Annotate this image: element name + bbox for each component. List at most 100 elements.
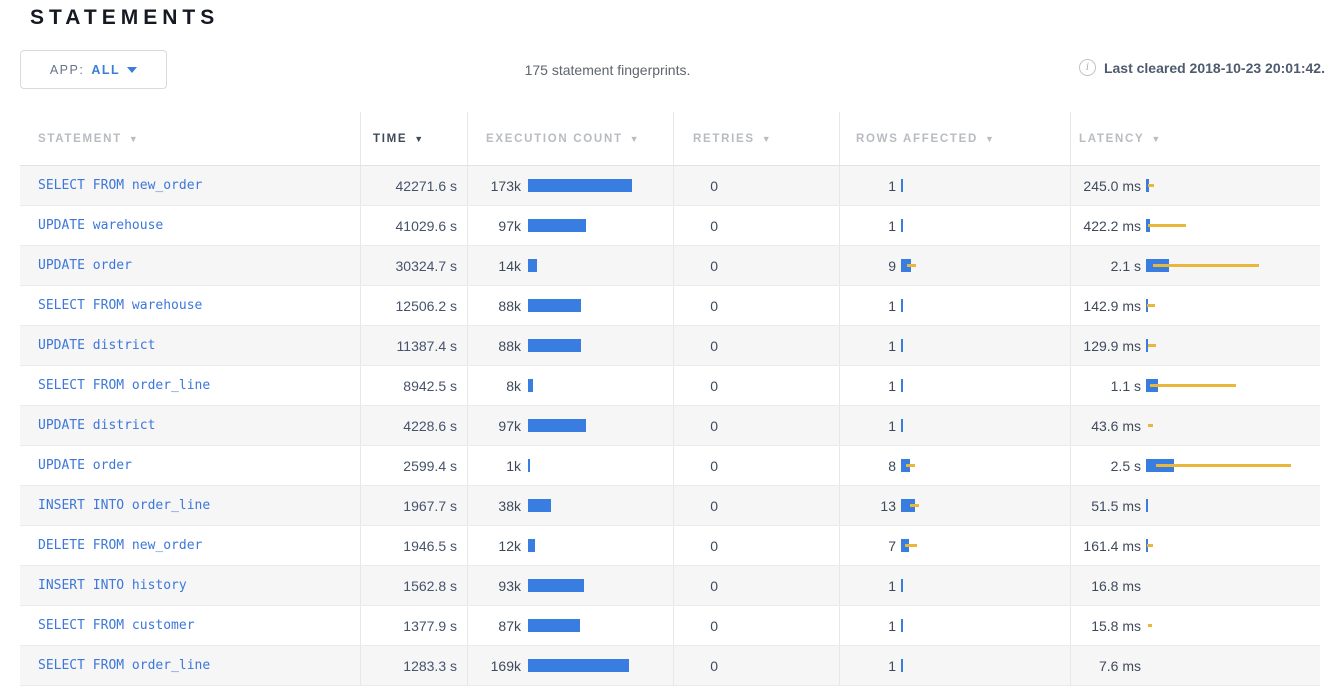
retries-value: 0: [710, 457, 718, 474]
statement-link[interactable]: UPDATE district: [38, 418, 156, 433]
column-header-retries[interactable]: RETRIES ▼: [673, 112, 839, 165]
execution-count-cell: 8k: [467, 366, 673, 405]
statement-link[interactable]: SELECT FROM order_line: [38, 658, 211, 673]
column-header-time[interactable]: TIME ▼: [360, 112, 467, 165]
table-row: SELECT FROM order_line 8942.5 s 8k 0 1: [20, 366, 1320, 406]
execution-count-value: 169k: [490, 657, 521, 674]
statement-link[interactable]: INSERT INTO order_line: [38, 498, 211, 513]
rows-affected-whisker: [907, 264, 916, 267]
execution-count-barwrap: [528, 379, 673, 392]
latency-cell: 2.1 s: [1070, 246, 1320, 285]
statement-link[interactable]: UPDATE district: [38, 338, 156, 353]
rows-affected-whisker: [910, 504, 919, 507]
latency-value: 245.0 ms: [1083, 177, 1141, 194]
latency-value: 7.6 ms: [1098, 657, 1141, 674]
execution-count-cell: 87k: [467, 606, 673, 645]
rows-affected-value: 1: [888, 617, 896, 634]
statement-link[interactable]: UPDATE order: [38, 458, 132, 473]
latency-whisker: [1150, 384, 1236, 387]
latency-cell: 142.9 ms: [1070, 286, 1320, 325]
execution-count-cell: 97k: [467, 206, 673, 245]
statement-link[interactable]: DELETE FROM new_order: [38, 538, 203, 553]
retries-cell: 0: [673, 486, 839, 525]
time-cell: 1377.9 s: [360, 606, 467, 645]
retries-cell: 0: [673, 446, 839, 485]
latency-cell: 245.0 ms: [1070, 166, 1320, 205]
execution-count-cell: 12k: [467, 526, 673, 565]
rows-affected-value: 1: [888, 377, 896, 394]
execution-count-barwrap: [528, 419, 673, 432]
time-value: 1946.5 s: [403, 537, 457, 554]
retries-cell: 0: [673, 366, 839, 405]
statement-cell: SELECT FROM customer: [20, 606, 360, 645]
latency-value: 2.5 s: [1110, 457, 1141, 474]
time-cell: 4228.6 s: [360, 406, 467, 445]
statement-link[interactable]: INSERT INTO history: [38, 578, 187, 593]
time-value: 8942.5 s: [403, 377, 457, 394]
statement-link[interactable]: UPDATE order: [38, 258, 132, 273]
execution-count-bar: [528, 459, 530, 472]
table-row: INSERT INTO order_line 1967.7 s 38k 0 13: [20, 486, 1320, 526]
column-header-rows-affected[interactable]: ROWS AFFECTED ▼: [839, 112, 1070, 165]
rows-affected-bar: [901, 299, 903, 312]
execution-count-cell: 1k: [467, 446, 673, 485]
app-filter-dropdown[interactable]: APP: ALL: [20, 50, 167, 89]
statement-link[interactable]: SELECT FROM warehouse: [38, 298, 203, 313]
rows-affected-bar: [901, 379, 903, 392]
column-header-execution-count[interactable]: EXECUTION COUNT ▼: [467, 112, 673, 165]
column-header-statement[interactable]: STATEMENT ▼: [38, 132, 140, 145]
execution-count-value: 88k: [498, 337, 521, 354]
rows-affected-bar: [901, 459, 910, 472]
latency-barwrap: [1146, 619, 1320, 632]
execution-count-value: 38k: [498, 497, 521, 514]
rows-affected-value: 8: [888, 457, 896, 474]
time-cell: 42271.6 s: [360, 166, 467, 205]
rows-affected-cell: 1: [839, 206, 1070, 245]
time-value: 42271.6 s: [395, 177, 458, 194]
retries-cell: 0: [673, 406, 839, 445]
rows-affected-value: 13: [880, 497, 896, 514]
rows-affected-barwrap: [901, 539, 1070, 552]
latency-value: 43.6 ms: [1091, 417, 1141, 434]
latency-barwrap: [1146, 179, 1320, 192]
rows-affected-bar: [901, 339, 903, 352]
statement-cell: INSERT INTO history: [20, 566, 360, 605]
column-header-latency[interactable]: LATENCY ▼: [1070, 112, 1320, 165]
statement-link[interactable]: SELECT FROM customer: [38, 618, 195, 633]
latency-barwrap: [1146, 299, 1320, 312]
sort-arrow-icon: ▼: [629, 133, 641, 144]
retries-value: 0: [710, 217, 718, 234]
execution-count-value: 173k: [490, 177, 521, 194]
statement-link[interactable]: UPDATE warehouse: [38, 218, 164, 233]
execution-count-barwrap: [528, 619, 673, 632]
latency-value: 51.5 ms: [1091, 497, 1141, 514]
statement-link[interactable]: SELECT FROM new_order: [38, 178, 203, 193]
info-icon[interactable]: i: [1078, 59, 1096, 76]
rows-affected-barwrap: [901, 659, 1070, 672]
rows-affected-barwrap: [901, 459, 1070, 472]
rows-affected-value: 1: [888, 417, 896, 434]
retries-value: 0: [710, 297, 718, 314]
statement-link[interactable]: SELECT FROM order_line: [38, 378, 211, 393]
table-row: UPDATE district 4228.6 s 97k 0 1: [20, 406, 1320, 446]
latency-cell: 15.8 ms: [1070, 606, 1320, 645]
time-value: 1283.3 s: [403, 657, 457, 674]
retries-cell: 0: [673, 246, 839, 285]
rows-affected-value: 1: [888, 337, 896, 354]
statement-cell: UPDATE order: [20, 446, 360, 485]
execution-count-value: 12k: [498, 537, 521, 554]
statement-cell: UPDATE warehouse: [20, 206, 360, 245]
retries-cell: 0: [673, 286, 839, 325]
last-cleared-text: Last cleared 2018-10-23 20:01:42.: [1103, 59, 1325, 76]
retries-cell: 0: [673, 526, 839, 565]
rows-affected-bar: [901, 659, 903, 672]
rows-affected-bar: [901, 499, 915, 512]
rows-affected-bar: [901, 219, 903, 232]
latency-whisker: [1148, 624, 1152, 627]
time-cell: 41029.6 s: [360, 206, 467, 245]
rows-affected-value: 1: [888, 577, 896, 594]
latency-value: 142.9 ms: [1083, 297, 1141, 314]
execution-count-barwrap: [528, 339, 673, 352]
rows-affected-cell: 7: [839, 526, 1070, 565]
retries-value: 0: [710, 177, 718, 194]
